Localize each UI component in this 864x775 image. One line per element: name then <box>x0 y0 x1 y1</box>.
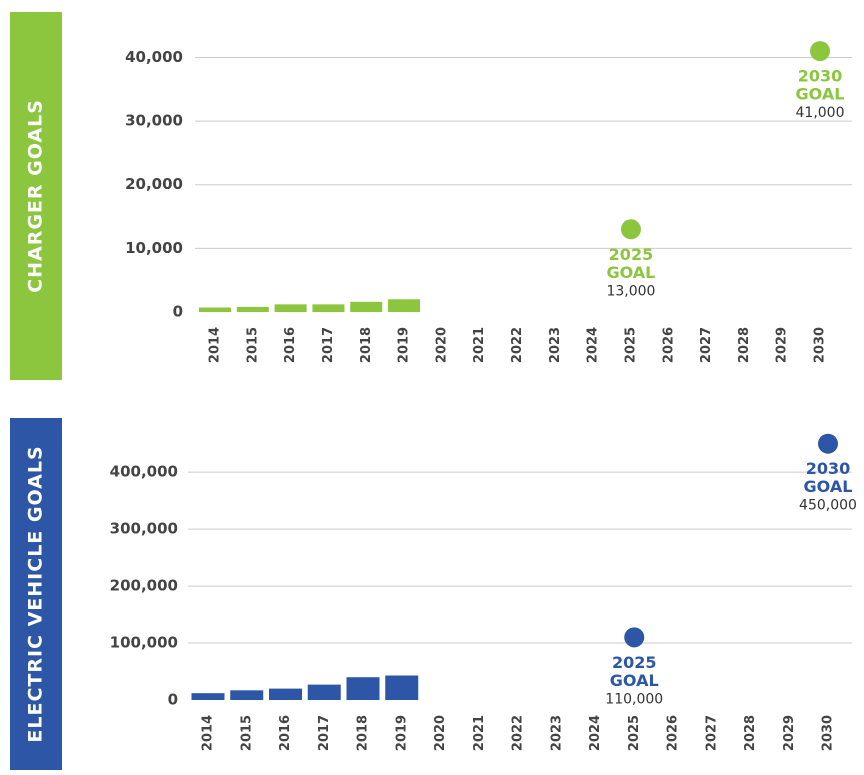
x-tick-label: 2024 <box>586 327 601 363</box>
y-tick-label: 200,000 <box>110 577 178 595</box>
x-tick-label: 2025 <box>623 327 638 363</box>
goal-marker <box>810 41 830 62</box>
x-tick-label: 2027 <box>704 715 719 751</box>
goal-label: GOAL <box>796 85 845 104</box>
goal-value: 13,000 <box>606 283 655 299</box>
goal-label: GOAL <box>606 263 655 282</box>
x-tick-label: 2022 <box>511 715 526 751</box>
x-tick-label: 2020 <box>434 327 449 363</box>
goal-marker <box>624 627 645 648</box>
y-tick-label: 0 <box>168 691 178 709</box>
goal-value: 41,000 <box>796 105 845 121</box>
x-tick-label: 2028 <box>737 327 752 363</box>
bar <box>274 304 307 312</box>
x-tick-label: 2015 <box>245 327 260 363</box>
banner <box>10 418 62 770</box>
y-tick-label: 0 <box>173 303 183 321</box>
x-tick-label: 2026 <box>666 715 681 751</box>
goal-year: 2030 <box>798 67 843 86</box>
y-tick-label: 400,000 <box>110 463 178 481</box>
x-tick-label: 2014 <box>208 327 223 363</box>
goal-value: 450,000 <box>799 498 857 514</box>
x-tick-label: 2023 <box>548 327 563 363</box>
x-tick-label: 2021 <box>472 715 487 751</box>
y-tick-label: 10,000 <box>125 239 183 257</box>
goal-label: GOAL <box>804 477 853 496</box>
goal-year: 2025 <box>612 653 657 672</box>
y-tick-label: 100,000 <box>110 634 178 652</box>
x-tick-label: 2021 <box>472 327 487 363</box>
x-tick-label: 2029 <box>782 715 797 751</box>
x-tick-label: 2018 <box>356 715 371 751</box>
x-tick-label: 2018 <box>359 327 374 363</box>
x-tick-label: 2016 <box>283 327 298 363</box>
y-tick-label: 300,000 <box>110 520 178 538</box>
y-tick-label: 20,000 <box>125 175 183 193</box>
x-tick-label: 2014 <box>201 715 216 751</box>
goal-value: 110,000 <box>605 691 663 707</box>
banner <box>10 12 62 380</box>
x-tick-label: 2024 <box>588 715 603 751</box>
x-tick-label: 2026 <box>661 327 676 363</box>
x-tick-label: 2019 <box>397 327 412 363</box>
x-tick-label: 2015 <box>239 715 254 751</box>
x-tick-label: 2016 <box>278 715 293 751</box>
x-tick-label: 2020 <box>433 715 448 751</box>
goal-marker <box>818 433 838 454</box>
x-tick-label: 2017 <box>321 327 336 363</box>
goal-label: GOAL <box>610 671 659 690</box>
bar <box>388 299 421 312</box>
x-tick-label: 2025 <box>627 715 642 751</box>
bar <box>199 307 231 312</box>
bar <box>346 677 380 700</box>
x-tick-label: 2029 <box>775 327 790 363</box>
x-tick-label: 2017 <box>317 715 332 751</box>
banner-title: ELECTRIC VEHICLE GOALS <box>25 445 47 742</box>
x-tick-label: 2030 <box>813 327 828 363</box>
goal-marker <box>620 219 641 240</box>
bar <box>236 306 269 312</box>
x-tick-label: 2023 <box>549 715 564 751</box>
x-tick-label: 2022 <box>510 327 525 363</box>
bar <box>385 675 419 700</box>
bar <box>312 304 345 312</box>
banner-title: CHARGER GOALS <box>25 99 47 293</box>
x-tick-label: 2028 <box>743 715 758 751</box>
goal-year: 2025 <box>609 245 654 264</box>
goal-year: 2030 <box>806 459 851 478</box>
y-tick-label: 40,000 <box>125 48 183 66</box>
x-tick-label: 2027 <box>699 327 714 363</box>
bar <box>230 690 264 700</box>
x-tick-label: 2030 <box>821 715 836 751</box>
y-tick-label: 30,000 <box>125 112 183 130</box>
bar <box>307 684 341 700</box>
bar <box>269 688 302 700</box>
x-tick-label: 2019 <box>394 715 409 751</box>
bar <box>350 301 383 312</box>
bar <box>191 693 225 700</box>
